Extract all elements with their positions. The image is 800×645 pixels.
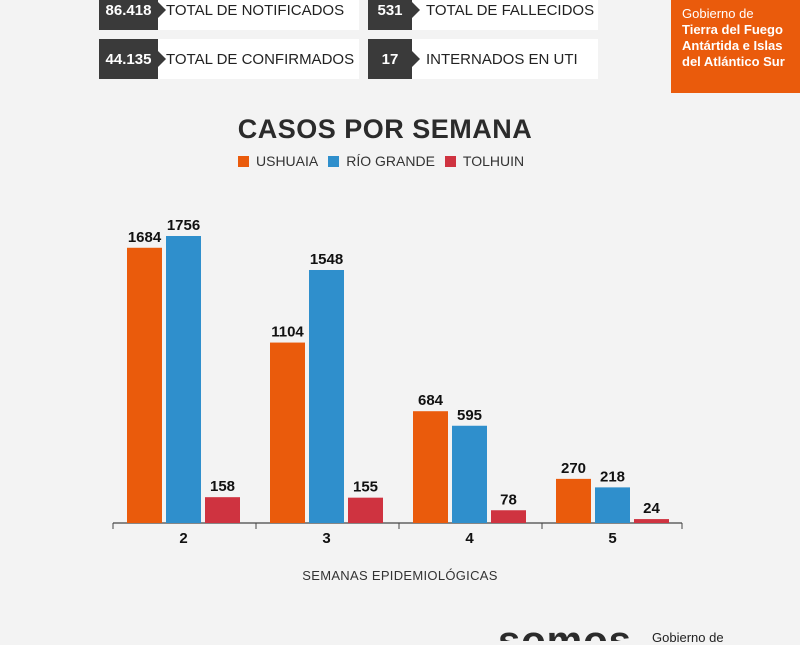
data-label: 1104 xyxy=(271,324,304,341)
bar xyxy=(166,236,201,523)
x-tick-label: 3 xyxy=(322,530,330,547)
chart-legend: USHUAIA RÍO GRANDE TOLHUIN xyxy=(238,153,534,169)
legend-label: TOLHUIN xyxy=(462,153,525,169)
somos-logo: somos xyxy=(498,619,632,641)
chart-title: CASOS POR SEMANA xyxy=(237,114,533,144)
footer-org: Gobierno de xyxy=(652,630,724,645)
bar xyxy=(634,519,669,523)
data-label: 1684 xyxy=(128,229,162,246)
x-tick-label: 4 xyxy=(465,530,474,547)
data-label: 155 xyxy=(353,479,378,496)
legend-label: USHUAIA xyxy=(256,153,319,169)
data-label: 270 xyxy=(561,460,586,477)
stat-value: 531 xyxy=(368,0,420,30)
legend-item-ushuaia: USHUAIA xyxy=(238,153,318,169)
data-label: 684 xyxy=(418,392,444,409)
bar xyxy=(413,411,448,523)
stat-fallecidos: 531 TOTAL DE FALLECIDOS xyxy=(368,0,598,30)
stat-label: INTERNADOS EN UTI xyxy=(426,50,578,68)
data-label: 1756 xyxy=(167,217,200,234)
gov-line2: Tierra del Fuego xyxy=(682,22,783,37)
data-label: 24 xyxy=(643,500,660,517)
government-badge: Gobierno de Tierra del Fuego Antártida e… xyxy=(671,0,800,93)
gov-line1: Gobierno de xyxy=(682,6,754,21)
stat-notificados: 86.418 TOTAL DE NOTIFICADOS xyxy=(99,0,359,30)
stat-value: 44.135 xyxy=(99,39,166,79)
stat-value: 86.418 xyxy=(99,0,166,30)
gov-line4: del Atlántico Sur xyxy=(682,54,785,69)
legend-item-rio-grande: RÍO GRANDE xyxy=(328,153,435,169)
bar xyxy=(348,497,383,523)
stat-value: 17 xyxy=(368,39,420,79)
x-tick-label: 5 xyxy=(608,530,616,547)
data-label: 78 xyxy=(500,491,517,508)
x-axis-title: SEMANAS EPIDEMIOLÓGICAS xyxy=(302,568,498,583)
legend-swatch xyxy=(444,155,456,167)
data-label: 158 xyxy=(210,478,235,495)
stat-label: TOTAL DE FALLECIDOS xyxy=(426,1,595,19)
data-label: 218 xyxy=(600,468,625,485)
stat-label: TOTAL DE CONFIRMADOS xyxy=(166,50,355,68)
bar xyxy=(127,247,162,524)
gov-line3: Antártida e Islas xyxy=(682,38,783,53)
bar xyxy=(491,510,526,523)
legend-label: RÍO GRANDE xyxy=(346,153,435,169)
bar xyxy=(309,269,344,523)
bar xyxy=(205,497,240,523)
stat-label: TOTAL DE NOTIFICADOS xyxy=(166,1,345,19)
stat-confirmados: 44.135 TOTAL DE CONFIRMADOS xyxy=(99,39,359,79)
bar xyxy=(595,487,630,523)
legend-item-tolhuin: TOLHUIN xyxy=(444,153,525,169)
bar xyxy=(452,425,487,523)
data-label: 1548 xyxy=(310,251,343,268)
data-label: 595 xyxy=(457,407,482,424)
bar xyxy=(556,478,591,523)
stat-uti: 17 INTERNADOS EN UTI xyxy=(368,39,598,79)
x-tick-label: 2 xyxy=(179,530,187,547)
legend-swatch xyxy=(238,155,249,167)
bar xyxy=(270,342,305,523)
legend-swatch xyxy=(328,155,340,167)
